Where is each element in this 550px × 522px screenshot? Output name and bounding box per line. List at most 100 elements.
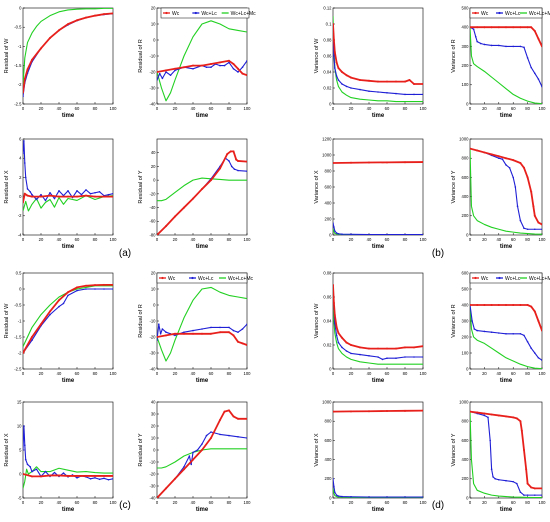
data-point: [368, 161, 370, 164]
data-point: [541, 223, 542, 226]
y-tick-label: 40: [151, 399, 156, 404]
data-point: [337, 67, 340, 69]
data-point: [395, 347, 397, 350]
x-axis-label: time: [62, 378, 75, 384]
data-point: [497, 26, 500, 29]
x-tick-label: 20: [349, 237, 354, 242]
x-tick-label: 20: [482, 371, 487, 376]
data-point: [112, 283, 113, 286]
data-point: [210, 437, 212, 439]
x-tick-label: 80: [403, 371, 408, 376]
y-tick-label: 300: [462, 318, 470, 323]
y-tick-label: 400: [462, 194, 470, 199]
data-point: [201, 328, 203, 330]
data-point: [40, 475, 42, 478]
data-point: [476, 26, 479, 29]
data-point: [192, 197, 194, 200]
data-point: [516, 205, 519, 207]
data-point: [169, 74, 172, 76]
y-tick-label: -2.5: [14, 101, 22, 106]
chart-d-X: 0 20 40 60 80 100 1000 800 600 400 200 0 time Varianc…: [314, 399, 427, 513]
data-point: [333, 162, 334, 164]
data-point: [174, 69, 176, 72]
data-point: [237, 169, 239, 172]
legend-label: Wc+Lc: [201, 11, 217, 17]
data-point: [533, 310, 536, 313]
y-tick-label: -20: [149, 334, 156, 339]
data-point: [31, 58, 33, 61]
data-point: [497, 155, 500, 158]
data-point: [350, 344, 352, 346]
data-point: [422, 496, 423, 498]
data-point: [67, 474, 69, 477]
x-tick-label: 80: [403, 237, 408, 242]
data-point: [31, 336, 33, 338]
data-point: [483, 414, 486, 417]
legend-3: Wc Wc+Lc Wc+Lc+Mc: [469, 272, 550, 284]
data-point: [534, 494, 536, 496]
y-axis-label: Residual of X: [4, 170, 10, 204]
x-tick-label: 60: [209, 500, 214, 505]
x-axis-label: time: [372, 244, 385, 250]
x-tick-label: 40: [191, 106, 196, 111]
x-tick-label: 80: [93, 237, 98, 242]
data-point: [386, 496, 388, 498]
data-point: [23, 78, 26, 81]
data-point: [483, 43, 486, 46]
x-tick-label: 40: [57, 371, 62, 376]
data-point: [505, 333, 507, 335]
data-point: [505, 26, 507, 29]
data-point: [345, 350, 348, 352]
data-point: [241, 72, 244, 75]
data-point: [201, 449, 203, 451]
x-tick-label: 80: [525, 371, 530, 376]
x-tick-label: 60: [385, 106, 390, 111]
data-point: [76, 286, 78, 289]
x-tick-label: 0: [22, 106, 25, 111]
y-tick-label: 0: [19, 5, 22, 10]
data-point: [519, 333, 522, 335]
data-point: [514, 186, 517, 188]
data-point: [161, 328, 164, 330]
legend-marker: [161, 276, 164, 280]
y-tick-label: 500: [462, 5, 470, 10]
x-tick-label: 0: [469, 371, 472, 376]
data-point: [174, 477, 176, 480]
x-tick-label: 0: [332, 500, 335, 505]
data-point: [530, 486, 533, 489]
data-point: [241, 328, 244, 330]
data-point: [512, 26, 515, 29]
data-point: [422, 356, 423, 358]
data-point: [422, 409, 423, 412]
y-tick-label: -40: [149, 205, 156, 210]
x-tick-label: 60: [75, 237, 80, 242]
y-tick-label: 10: [151, 435, 156, 440]
data-point: [157, 71, 158, 73]
data-point: [201, 443, 203, 445]
y-tick-label: 0.1: [326, 21, 332, 26]
x-tick-label: 60: [75, 500, 80, 505]
y-tick-label: 400: [462, 302, 470, 307]
x-tick-label: 40: [191, 500, 196, 505]
data-point: [519, 162, 522, 164]
data-point: [476, 304, 479, 306]
data-point: [49, 36, 51, 39]
data-point: [476, 40, 479, 43]
data-point: [377, 80, 379, 83]
data-point: [192, 332, 194, 335]
data-point: [541, 359, 542, 361]
y-tick-label: 200: [462, 334, 470, 339]
data-point: [237, 436, 239, 438]
x-tick-label: 20: [173, 371, 178, 376]
data-point: [526, 228, 529, 231]
x-tick-label: 100: [110, 371, 118, 376]
data-point: [26, 194, 29, 197]
data-point: [515, 417, 518, 420]
x-axis-label: time: [500, 507, 513, 513]
data-point: [49, 474, 51, 477]
x-tick-label: 40: [57, 237, 62, 242]
x-axis-label: time: [500, 244, 513, 250]
y-tick-label: -2.5: [14, 366, 22, 371]
data-point: [94, 474, 96, 477]
